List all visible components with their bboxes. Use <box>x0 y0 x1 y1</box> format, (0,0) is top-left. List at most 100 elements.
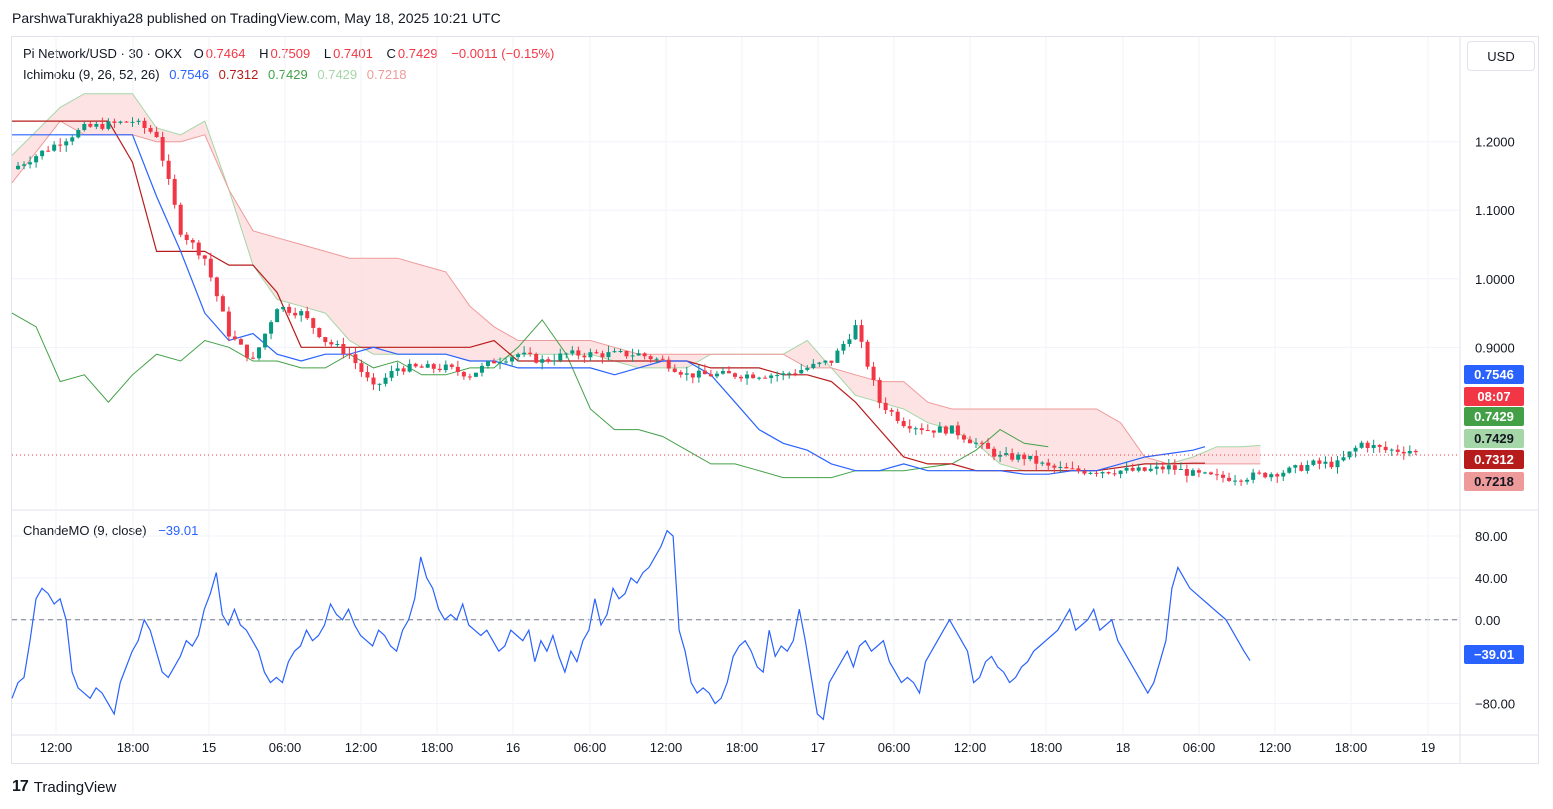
candle-body <box>154 131 159 138</box>
cmo-tick-label: 80.00 <box>1475 529 1508 544</box>
candle-body <box>226 311 231 337</box>
candle-body <box>371 377 376 385</box>
candle-body <box>992 448 997 457</box>
candle-body <box>46 150 51 152</box>
candle-body <box>166 160 171 179</box>
ichimoku-span-b-line <box>11 120 1261 465</box>
candle-body <box>980 442 985 444</box>
candle-body <box>413 363 418 367</box>
candle-body <box>853 325 858 340</box>
candle-body <box>678 371 683 375</box>
time-tick-label: 17 <box>811 740 825 755</box>
candle-body <box>1227 477 1232 481</box>
candle-body <box>58 144 63 146</box>
candle-body <box>1395 449 1400 452</box>
candle-body <box>341 343 346 354</box>
candle-body <box>1052 465 1057 468</box>
candle-body <box>1136 467 1141 471</box>
candle-body <box>106 121 111 129</box>
candle-body <box>419 366 424 368</box>
candle-body <box>353 354 358 364</box>
time-tick-label: 15 <box>202 740 216 755</box>
candle-body <box>943 426 948 434</box>
candle-body <box>805 367 810 370</box>
candle-body <box>431 364 436 369</box>
cmo-legend: ChandeMO (9, close) −39.01 <box>23 523 200 538</box>
candle-body <box>1178 469 1183 471</box>
candle-body <box>919 428 924 431</box>
candle-body <box>739 376 744 379</box>
open-label: O <box>193 46 204 61</box>
ichimoku-span-b-value: 0.7218 <box>366 67 407 82</box>
candle-body <box>1094 472 1099 474</box>
candle-body <box>955 425 960 436</box>
candle-body <box>883 402 888 411</box>
candle-body <box>799 369 804 374</box>
candle-body <box>546 359 551 362</box>
candle-body <box>877 379 882 403</box>
candle-body <box>570 350 575 354</box>
chart-frame <box>11 36 1539 764</box>
tradingview-logo-icon: 17 <box>12 778 29 795</box>
candle-body <box>552 360 557 362</box>
candle-body <box>1100 472 1105 474</box>
footer-brand[interactable]: TradingView <box>33 778 117 796</box>
time-tick-label: 18:00 <box>421 740 454 755</box>
candle-body <box>775 375 780 377</box>
candle-body <box>974 442 978 444</box>
candle-body <box>269 322 274 334</box>
candle-body <box>1299 465 1304 471</box>
candle-body <box>829 360 834 363</box>
candle-body <box>1148 468 1153 471</box>
candle-body <box>594 352 599 354</box>
candle-body <box>1293 465 1298 468</box>
cmo-line <box>11 529 1251 721</box>
candle-body <box>196 242 201 256</box>
ichimoku-name[interactable]: Ichimoku (9, 26, 52, 26) <box>23 67 160 82</box>
candle-body <box>528 352 533 354</box>
candle-body <box>901 420 906 427</box>
candle-body <box>913 428 918 430</box>
candle-body <box>425 364 430 368</box>
candle-body <box>612 351 617 353</box>
candle-body <box>757 377 762 379</box>
cmo-tick-label: −80.00 <box>1475 697 1515 712</box>
candle-body <box>82 123 87 130</box>
candle-body <box>1215 474 1219 476</box>
candle-body <box>1311 460 1316 465</box>
time-tick-label: 18 <box>1116 740 1130 755</box>
open-value: 0.7464 <box>205 46 246 61</box>
candle-body <box>817 362 822 364</box>
cmo-name[interactable]: ChandeMO (9, close) <box>23 523 147 538</box>
candle-body <box>504 361 509 363</box>
candle-body <box>1016 454 1021 460</box>
ichimoku-conversion-value: 0.7546 <box>169 67 209 82</box>
candle-body <box>1124 467 1129 471</box>
time-tick-label: 18:00 <box>117 740 150 755</box>
candle-body <box>1245 479 1250 482</box>
candle-body <box>1172 465 1177 470</box>
candle-body <box>473 372 478 377</box>
change-value: −0.0011 (−0.15%) <box>451 46 555 61</box>
candle-body <box>1190 470 1195 476</box>
time-tick-label: 19 <box>1421 740 1435 755</box>
cmo-tick-label: 0.00 <box>1475 613 1500 628</box>
ichimoku-conversion-line <box>12 134 1206 475</box>
publisher-line: ParshwaTurakhiya28 published on TradingV… <box>12 10 501 26</box>
candle-body <box>1347 451 1352 458</box>
candle-body <box>841 343 846 351</box>
currency-button[interactable]: USD <box>1467 41 1535 71</box>
candle-body <box>1070 468 1075 470</box>
candle-body <box>1257 472 1262 474</box>
candle-body <box>1389 449 1394 451</box>
candle-body <box>184 234 189 241</box>
symbol-label[interactable]: Pi Network/USD · 30 · OKX <box>23 46 182 61</box>
candle-body <box>582 355 587 358</box>
candle-body <box>781 373 786 376</box>
candle-body <box>112 121 117 123</box>
candle-body <box>720 371 725 374</box>
candle-body <box>1407 450 1412 454</box>
candle-body <box>564 353 569 355</box>
candle-body <box>377 383 382 385</box>
